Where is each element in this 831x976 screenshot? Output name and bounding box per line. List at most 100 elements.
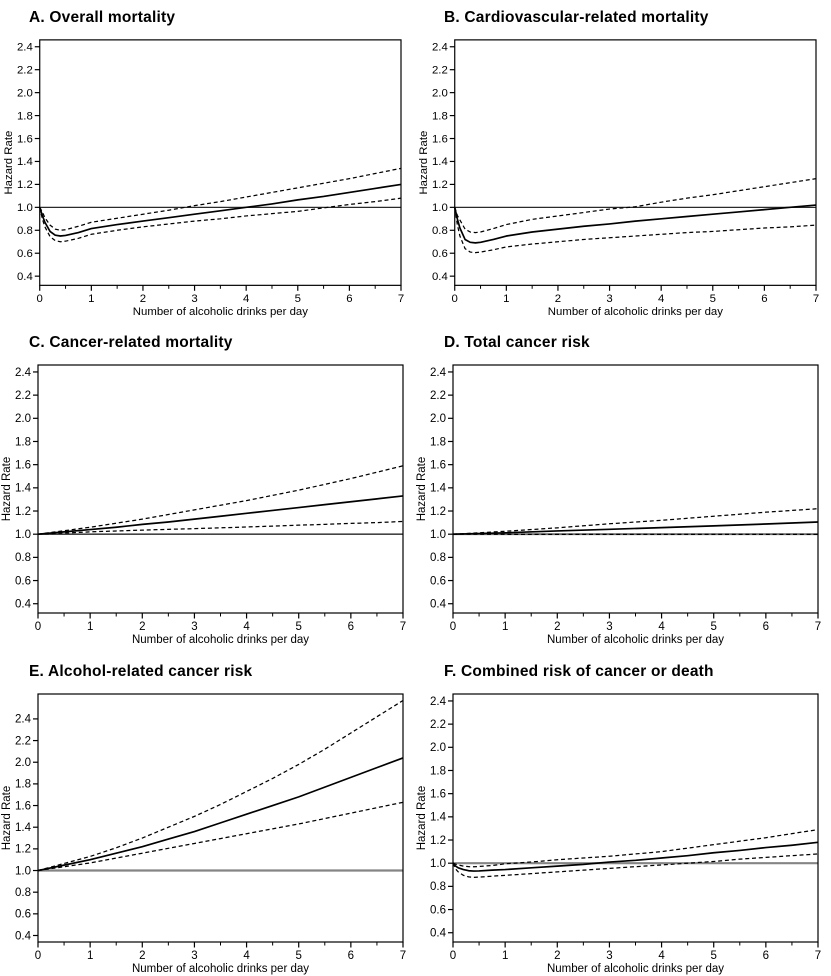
svg-text:1.4: 1.4 <box>15 483 32 495</box>
svg-text:1.8: 1.8 <box>15 779 31 791</box>
svg-text:6: 6 <box>348 950 354 962</box>
svg-text:1.6: 1.6 <box>15 459 31 471</box>
hazard-rate-chart: 0.4 0.6 0.8 1.0 1.2 1.4 1.6 1.8 2.0 2.2 2.4 0 1 2 3 4 5 6… <box>418 39 819 318</box>
estimate-line <box>37 757 404 872</box>
x-axis-label: Number of alcoholic drinks per day <box>547 963 724 975</box>
x-axis: 0 1 2 3 4 5 6 7 <box>450 942 821 962</box>
svg-text:1.0: 1.0 <box>432 202 448 214</box>
svg-text:0.4: 0.4 <box>432 271 448 283</box>
y-axis-label: Hazard Rate <box>3 131 15 195</box>
svg-text:0.8: 0.8 <box>15 887 31 899</box>
svg-text:2.0: 2.0 <box>15 757 31 769</box>
svg-text:5: 5 <box>295 293 301 305</box>
estimate-line <box>38 183 402 237</box>
svg-text:0.6: 0.6 <box>430 904 446 916</box>
svg-text:1: 1 <box>88 293 94 305</box>
panel-total-cancer-risk: D. Total cancer risk 0.4 0.6 0.8 1.0 1.2 1.4 1… <box>415 318 831 647</box>
svg-text:2.4: 2.4 <box>15 714 32 726</box>
svg-text:1.0: 1.0 <box>430 529 446 541</box>
plot-frame <box>452 693 819 943</box>
svg-text:1: 1 <box>87 621 93 633</box>
svg-text:2.4: 2.4 <box>15 367 32 379</box>
svg-text:1.2: 1.2 <box>432 179 448 191</box>
svg-text:1: 1 <box>502 950 508 962</box>
upper-ci-line <box>39 167 402 231</box>
panel-cancer-mortality: C. Cancer-related mortality 0.4 0.6 0.8 1.0… <box>0 318 415 647</box>
svg-text:4: 4 <box>243 293 249 305</box>
svg-text:2.2: 2.2 <box>15 390 31 402</box>
svg-text:2: 2 <box>139 950 145 962</box>
svg-text:3: 3 <box>606 293 612 305</box>
svg-text:7: 7 <box>815 621 821 633</box>
hazard-rate-chart: 0.4 0.6 0.8 1.0 1.2 1.4 1.6 1.8 2.0 2.2 2.4 0 1 2 3 4 5 6… <box>3 39 404 318</box>
svg-text:0.6: 0.6 <box>15 575 31 587</box>
svg-text:1.4: 1.4 <box>15 822 32 834</box>
x-axis: 0 1 2 3 4 5 6 7 <box>35 613 406 633</box>
svg-text:5: 5 <box>711 950 717 962</box>
y-axis: 0.4 0.6 0.8 1.0 1.2 1.4 1.6 1.8 2.0 2.2 2.4 <box>17 42 40 283</box>
svg-text:3: 3 <box>191 950 197 962</box>
svg-text:3: 3 <box>606 621 612 633</box>
svg-text:1.4: 1.4 <box>430 483 447 495</box>
svg-text:7: 7 <box>400 950 406 962</box>
svg-text:0.4: 0.4 <box>15 930 32 942</box>
x-axis: 0 1 2 3 4 5 6 7 <box>452 285 819 305</box>
svg-text:2.0: 2.0 <box>430 742 446 754</box>
svg-text:2.0: 2.0 <box>17 87 33 99</box>
panel-title: F. Combined risk of cancer or death <box>444 663 714 680</box>
svg-text:1: 1 <box>503 293 509 305</box>
svg-text:2.0: 2.0 <box>432 87 448 99</box>
y-axis: 0.4 0.6 0.8 1.0 1.2 1.4 1.6 1.8 2.0 2.2 2.4 <box>430 367 453 611</box>
svg-text:0.4: 0.4 <box>430 928 447 940</box>
svg-text:0.8: 0.8 <box>15 552 31 564</box>
svg-text:0.8: 0.8 <box>432 225 448 237</box>
svg-text:6: 6 <box>763 621 769 633</box>
svg-text:0: 0 <box>452 293 458 305</box>
svg-text:0.6: 0.6 <box>430 575 446 587</box>
svg-text:3: 3 <box>191 293 197 305</box>
svg-text:4: 4 <box>243 950 250 962</box>
svg-text:2.2: 2.2 <box>430 719 446 731</box>
svg-text:2.4: 2.4 <box>430 367 447 379</box>
svg-text:1.6: 1.6 <box>430 788 446 800</box>
svg-text:1.0: 1.0 <box>15 865 31 877</box>
svg-text:5: 5 <box>296 950 302 962</box>
svg-text:0.4: 0.4 <box>17 271 33 283</box>
x-axis: 0 1 2 3 4 5 6 7 <box>35 942 406 962</box>
x-axis-label: Number of alcoholic drinks per day <box>132 634 309 646</box>
svg-text:1.8: 1.8 <box>430 436 446 448</box>
svg-text:1.4: 1.4 <box>432 156 448 168</box>
lower-ci-line <box>452 853 819 878</box>
estimate-line <box>37 495 404 536</box>
y-axis: 0.4 0.6 0.8 1.0 1.2 1.4 1.6 1.8 2.0 2.2 2.4 <box>15 714 38 942</box>
svg-text:1.8: 1.8 <box>430 765 446 777</box>
svg-text:1.2: 1.2 <box>15 506 31 518</box>
estimate-line <box>452 521 819 536</box>
panel-title: B. Cardiovascular-related mortality <box>444 9 709 26</box>
lower-ci-line <box>37 520 404 535</box>
svg-text:1.0: 1.0 <box>17 202 33 214</box>
svg-text:4: 4 <box>658 293 664 305</box>
plot-frame <box>37 364 404 614</box>
panel-alcohol-related-cancer-risk: E. Alcohol-related cancer risk 0.4 0.6 0.8… <box>0 647 415 976</box>
svg-text:5: 5 <box>710 293 716 305</box>
estimate-line <box>452 841 819 872</box>
svg-text:1.2: 1.2 <box>430 506 446 518</box>
x-axis-label: Number of alcoholic drinks per day <box>133 306 308 318</box>
svg-text:2.2: 2.2 <box>17 64 33 76</box>
svg-text:1.6: 1.6 <box>430 459 446 471</box>
svg-text:6: 6 <box>346 293 352 305</box>
svg-text:0: 0 <box>37 293 43 305</box>
svg-text:2.2: 2.2 <box>430 390 446 402</box>
panel-title: C. Cancer-related mortality <box>29 334 233 351</box>
panel-cardiovascular-mortality: B. Cardiovascular-related mortality 0.4 0… <box>415 0 831 318</box>
y-axis-label: Hazard Rate <box>418 131 430 195</box>
svg-text:2: 2 <box>140 293 146 305</box>
svg-text:4: 4 <box>658 621 665 633</box>
hazard-rate-chart: 0.4 0.6 0.8 1.0 1.2 1.4 1.6 1.8 2.0 2.2 2.4 0 1 2 3 4 5 6… <box>1 693 406 975</box>
x-axis-label: Number of alcoholic drinks per day <box>132 963 309 975</box>
x-axis: 0 1 2 3 4 5 6 7 <box>37 285 404 305</box>
y-axis-label: Hazard Rate <box>1 457 13 522</box>
upper-ci-line <box>37 465 404 535</box>
